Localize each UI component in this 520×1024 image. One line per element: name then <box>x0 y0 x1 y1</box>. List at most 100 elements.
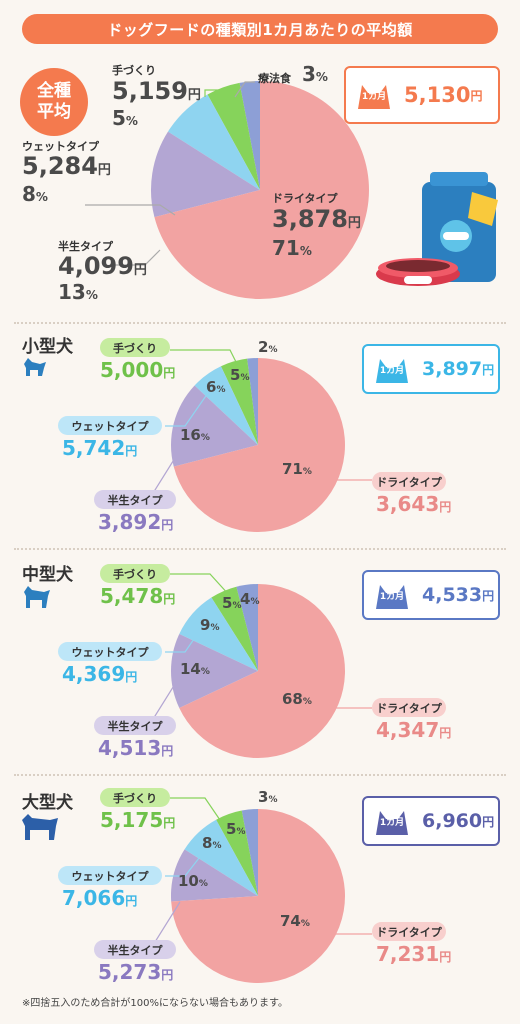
pie-chart-large <box>171 809 345 983</box>
all-wet-price: 5,284円 <box>22 152 111 180</box>
small-section-label: 小型犬 <box>22 337 73 357</box>
medium-pct-wet: 9% <box>200 616 220 634</box>
small-homemade-price: 5,000円 <box>100 358 176 382</box>
pie-slice-dry <box>173 358 345 532</box>
divider <box>14 548 506 550</box>
large-wet-pill: ウェットタイプ <box>58 866 162 885</box>
large-average-value: 6,960 <box>422 810 483 832</box>
leader-lines-all <box>85 81 255 266</box>
small-pct-semi: 16% <box>180 426 210 444</box>
large-pct-wet: 8% <box>202 834 222 852</box>
small-homemade-pill: 手づくり <box>100 338 170 357</box>
medium-pct-homemade: 5% <box>222 594 242 612</box>
medium-pct-dry: 68% <box>282 690 312 708</box>
small-wet-pill: ウェットタイプ <box>58 416 162 435</box>
large-homemade-price: 5,175円 <box>100 808 176 832</box>
large-average-box: 1カ月 6,960 円 <box>362 796 500 846</box>
medium-homemade-price: 5,478円 <box>100 584 176 608</box>
all-homemade-label: 手づくり <box>112 64 156 77</box>
medium-pct-therapy: 4% <box>240 590 260 608</box>
pie-slice-wet <box>167 94 260 190</box>
pie-chart-medium <box>171 584 345 758</box>
page-title: ドッグフードの種類別1カ月あたりの平均額 <box>22 14 498 44</box>
small-semi-pill: 半生タイプ <box>94 490 176 509</box>
pie-slice-homemade <box>207 82 260 190</box>
medium-section-label: 中型犬 <box>22 565 73 585</box>
dog-head-icon: 1カ月 <box>372 579 412 611</box>
divider <box>14 774 506 776</box>
large-wet-price: 7,066円 <box>62 886 138 910</box>
medium-wet-price: 4,369円 <box>62 662 138 686</box>
pie-slice-therapy <box>239 81 260 190</box>
footnote: ※四捨五入のため合計が100%にならない場合もあります。 <box>22 998 288 1009</box>
pie-slice-homemade <box>211 586 258 671</box>
all-semi-pct: 13% <box>58 280 98 304</box>
large-homemade-pill: 手づくり <box>100 788 170 807</box>
small-pct-therapy: 2% <box>258 338 278 356</box>
large-dry-pill: ドライタイプ <box>372 922 446 941</box>
all-homemade-price: 5,159円 <box>112 77 201 105</box>
medium-wet-pill: ウェットタイプ <box>58 642 162 661</box>
all-dry-label: ドライタイプ <box>272 192 338 205</box>
large-pct-dry: 74% <box>280 912 310 930</box>
pie-slice-wet <box>184 819 258 896</box>
large-dog-icon <box>22 814 58 840</box>
pie-slice-semi <box>171 849 258 902</box>
pie-chart-small <box>171 358 345 532</box>
medium-dog-icon <box>24 586 50 608</box>
dog-food-illustration <box>376 172 498 286</box>
all-dry-price: 3,878円 <box>272 205 361 233</box>
small-pct-wet: 6% <box>206 378 226 396</box>
dog-head-icon: 1カ月 <box>354 79 394 111</box>
pie-slice-therapy <box>241 809 258 896</box>
pie-slice-homemade <box>220 358 258 445</box>
badge-line2: 平均 <box>37 102 71 122</box>
small-average-value: 3,897 <box>422 358 483 380</box>
small-pct-homemade: 5% <box>230 366 250 384</box>
pie-chart-all <box>151 81 369 299</box>
all-average-box: 1カ月 5,130 円 <box>344 66 500 124</box>
medium-average-box: 1カ月 4,533 円 <box>362 570 500 620</box>
large-semi-price: 5,273円 <box>98 960 174 984</box>
pie-slice-dry <box>179 584 345 758</box>
pie-slice-wet <box>179 597 258 671</box>
medium-pct-semi: 14% <box>180 660 210 678</box>
divider <box>14 322 506 324</box>
all-semi-price: 4,099円 <box>58 252 147 280</box>
large-pct-therapy: 3% <box>258 788 278 806</box>
small-dry-pill: ドライタイプ <box>372 472 446 491</box>
pie-slice-therapy <box>247 358 258 445</box>
dog-head-icon: 1カ月 <box>372 353 412 385</box>
pie-slice-wet <box>194 366 258 445</box>
large-section-label: 大型犬 <box>22 793 73 813</box>
pie-slice-semi <box>171 633 258 709</box>
all-semi-label: 半生タイプ <box>58 240 113 253</box>
all-types-badge: 全種 平均 <box>20 68 88 136</box>
large-dry-price: 7,231円 <box>376 942 452 966</box>
pie-slice-semi <box>151 131 260 218</box>
all-dry-pct: 71% <box>272 236 312 260</box>
medium-homemade-pill: 手づくり <box>100 564 170 583</box>
pie-slice-semi <box>171 385 258 467</box>
small-pct-dry: 71% <box>282 460 312 478</box>
large-semi-pill: 半生タイプ <box>94 940 176 959</box>
medium-semi-pill: 半生タイプ <box>94 716 176 735</box>
medium-dry-pill: ドライタイプ <box>372 698 446 717</box>
medium-semi-price: 4,513円 <box>98 736 174 760</box>
all-average-value: 5,130 <box>404 83 471 107</box>
all-wet-pct: 8% <box>22 182 48 206</box>
pie-slice-dry <box>171 809 345 983</box>
badge-line1: 全種 <box>37 81 71 101</box>
pie-slice-homemade <box>216 810 258 896</box>
all-therapy-label: 療法食 <box>258 72 291 85</box>
small-dry-price: 3,643円 <box>376 492 452 516</box>
small-semi-price: 3,892円 <box>98 510 174 534</box>
small-dog-icon <box>24 358 46 376</box>
all-wet-label: ウェットタイプ <box>22 140 99 153</box>
medium-average-value: 4,533 <box>422 584 483 606</box>
all-therapy-pct: 3% <box>302 62 328 86</box>
large-pct-homemade: 5% <box>226 820 246 838</box>
pie-slice-therapy <box>236 584 258 671</box>
large-pct-semi: 10% <box>178 872 208 890</box>
medium-dry-price: 4,347円 <box>376 718 452 742</box>
